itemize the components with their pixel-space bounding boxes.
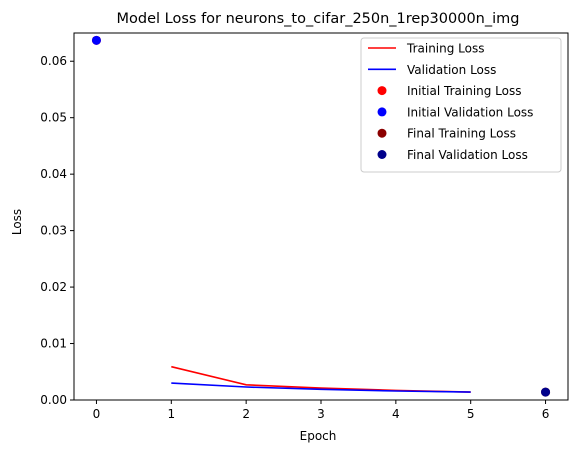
- x-tick-label: 5: [467, 407, 475, 421]
- legend: Training Loss Validation Loss Initial Trai…: [360, 37, 562, 173]
- axis-ticks: 0 1 2 3 4 5 6 0.00 0.01 0.02 0.03 0.04 0.05 0.06: [40, 54, 549, 421]
- plot-frame: [73, 32, 569, 401]
- legend-box: [360, 37, 562, 173]
- y-tick-label: 0.05: [40, 111, 67, 125]
- legend-label: Validation Loss: [407, 63, 496, 77]
- legend-label: Initial Validation Loss: [407, 105, 533, 119]
- legend-label: Final Training Loss: [407, 127, 516, 141]
- legend-label: Final Validation Loss: [407, 148, 528, 162]
- y-tick-label: 0.00: [40, 393, 67, 407]
- x-tick-label: 4: [392, 407, 400, 421]
- y-axis-label: Loss: [10, 209, 24, 235]
- chart-title: Model Loss for neurons_to_cifar_250n_1re…: [117, 11, 520, 27]
- final-validation-loss-legend-swatch: [377, 150, 387, 159]
- legend-label: Initial Training Loss: [407, 84, 522, 98]
- y-tick-label: 0.02: [40, 280, 67, 294]
- y-tick-label: 0.03: [40, 224, 67, 238]
- validation-loss-line: [171, 382, 471, 393]
- y-tick-label: 0.04: [40, 167, 67, 181]
- data-marks: [91, 35, 551, 397]
- y-tick-label: 0.06: [40, 54, 67, 68]
- x-tick-label: 2: [242, 407, 250, 421]
- x-tick-label: 1: [167, 407, 175, 421]
- final-validation-loss-point: [541, 387, 551, 397]
- x-tick-label: 6: [542, 407, 550, 421]
- initial-validation-loss-legend-swatch: [377, 107, 387, 117]
- y-tick-label: 0.01: [40, 337, 67, 351]
- x-tick-label: 3: [317, 407, 325, 421]
- x-tick-label: 0: [93, 407, 101, 421]
- initial-validation-loss-point: [91, 35, 101, 45]
- initial-training-loss-legend-swatch: [377, 86, 387, 96]
- legend-label: Training Loss: [406, 42, 484, 56]
- x-axis-label: Epoch: [300, 429, 337, 443]
- final-training-loss-legend-swatch: [377, 128, 387, 138]
